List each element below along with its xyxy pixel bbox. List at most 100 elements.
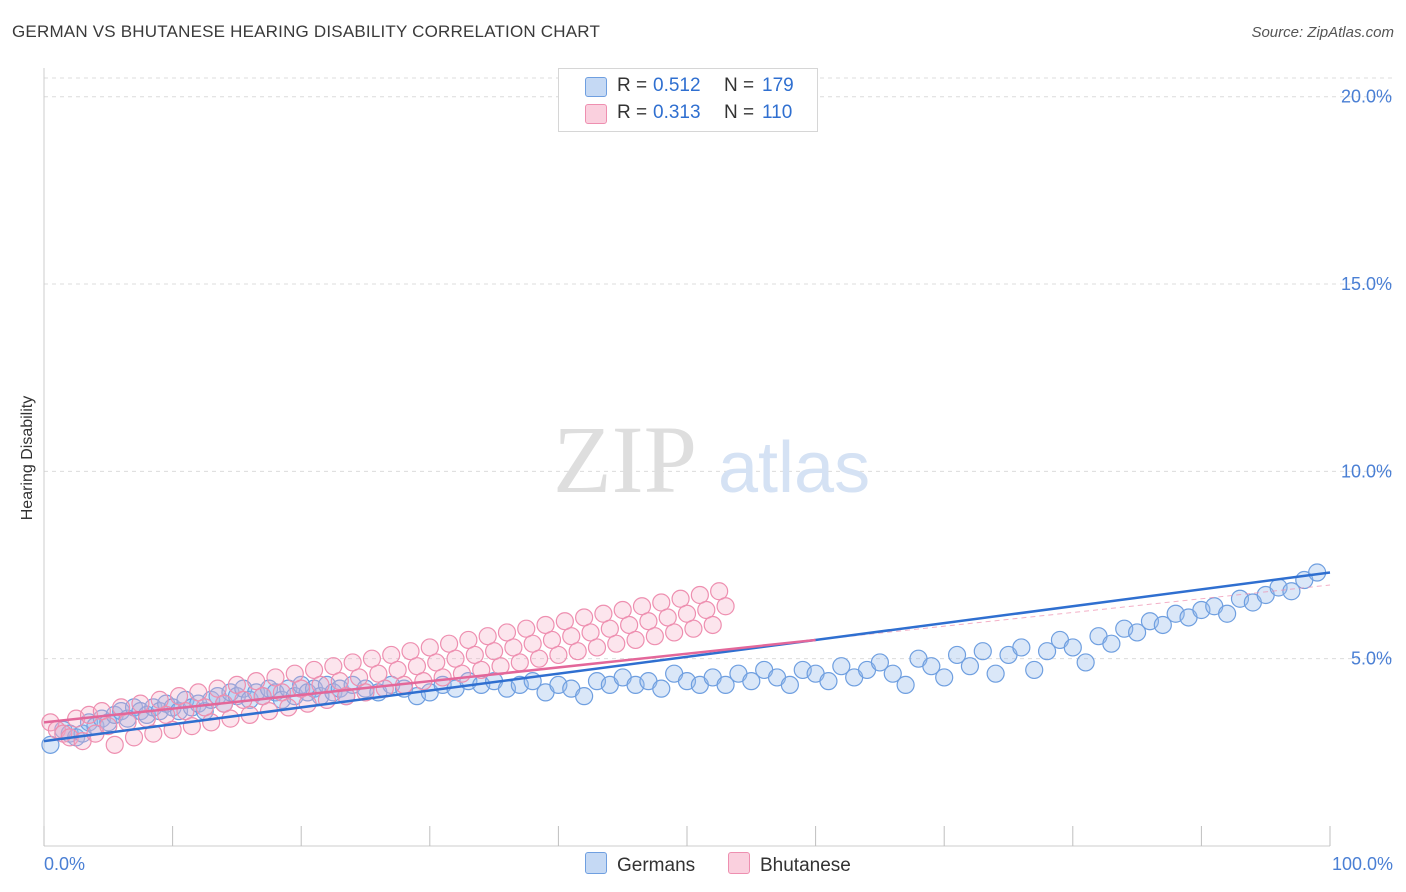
german-point-94: [960, 657, 980, 676]
bhutanese-point-16: [144, 724, 163, 743]
watermark-atlas: atlas: [718, 428, 870, 508]
german-point-107: [1127, 623, 1147, 642]
x-tick-label-min: 0.0%: [44, 854, 85, 874]
german-point-93: [947, 645, 967, 665]
bhutanese-point-89: [613, 600, 632, 620]
legend-bhutanese-n-label: N =: [724, 102, 755, 123]
bhutanese-point-73: [510, 653, 529, 672]
bottom-legend-bhutanese: Bhutanese: [728, 852, 851, 877]
watermark-zip: ZIP: [553, 406, 697, 513]
bhutanese-point-60: [427, 653, 446, 672]
bhutanese-point-97: [665, 623, 684, 642]
bhutanese-point-11: [112, 698, 131, 717]
y-tick-label-0: 5.0%: [1351, 649, 1392, 669]
bottom-legend-swatch-german: [585, 852, 607, 874]
bhutanese-point-44: [324, 657, 343, 676]
bhutanese-point-71: [497, 623, 517, 642]
legend-row-german: R = 0.512 N = 179: [559, 74, 817, 100]
bhutanese-point-80: [555, 612, 574, 631]
y-tick-label-2: 15.0%: [1341, 274, 1392, 294]
source-label: Source: ZipAtlas.com: [1251, 24, 1394, 41]
bottom-legend-swatch-bhutanese: [728, 852, 750, 874]
legend-german-n-value: 179: [762, 75, 794, 96]
bhutanese-point-66: [465, 645, 484, 665]
bhutanese-point-91: [626, 630, 645, 650]
german-point-109: [1153, 615, 1172, 635]
bhutanese-point-51: [369, 664, 388, 683]
german-point-103: [1076, 653, 1095, 672]
german-point-100: [1037, 642, 1057, 661]
bhutanese-point-20: [169, 687, 189, 706]
legend-german-r-label: R =: [617, 75, 648, 96]
bhutanese-point-17: [150, 690, 169, 709]
bhutanese-point-65: [459, 630, 478, 650]
bhutanese-point-93: [639, 612, 658, 631]
bottom-legend-label-german: Germans: [617, 855, 696, 876]
bhutanese-point-83: [575, 608, 594, 627]
bhutanese-point-104: [710, 582, 729, 601]
bhutanese-point-13: [124, 728, 144, 747]
german-point-87: [870, 653, 890, 672]
bhutanese-point-79: [549, 645, 568, 665]
bottom-legend-label-bhutanese: Bhutanese: [760, 855, 851, 876]
bhutanese-point-87: [600, 619, 619, 638]
bhutanese-point-99: [677, 604, 697, 623]
legend-bhutanese-r-value: 0.313: [653, 102, 701, 123]
bhutanese-point-56: [401, 642, 420, 661]
german-point-70: [652, 679, 671, 698]
german-point-80: [780, 675, 799, 695]
bhutanese-point-85: [587, 638, 607, 657]
legend-german-n-label: N =: [724, 75, 755, 96]
bhutanese-point-62: [439, 634, 459, 653]
bhutanese-point-59: [420, 638, 439, 657]
german-point-119: [1282, 582, 1301, 601]
bottom-legend-german: Germans: [585, 852, 695, 877]
legend-swatch-german: [585, 77, 607, 97]
bhutanese-point-39: [292, 679, 311, 698]
bhutanese-point-72: [504, 638, 523, 657]
bhutanese-point-81: [562, 627, 581, 646]
bhutanese-point-77: [536, 615, 555, 635]
bhutanese-point-54: [388, 660, 407, 680]
bhutanese-point-35: [266, 668, 285, 687]
bhutanese-point-74: [517, 619, 536, 638]
german-point-99: [1025, 660, 1044, 680]
bhutanese-point-78: [542, 630, 562, 650]
legend-bhutanese-n-value: 110: [762, 102, 793, 123]
german-trend-line: [43, 571, 1331, 743]
legend-bhutanese-r-label: R =: [617, 102, 648, 123]
bhutanese-point-82: [568, 642, 587, 661]
tick-labels: 5.0% 10.0% 15.0% 20.0% 0.0% 100.0%: [44, 87, 1393, 874]
bhutanese-point-90: [620, 615, 639, 635]
german-point-84: [832, 657, 851, 676]
bhutanese-point-68: [478, 627, 497, 646]
x-tick-label-max: 100.0%: [1332, 854, 1393, 874]
german-point-64: [575, 687, 594, 706]
german-point-102: [1063, 638, 1082, 657]
bhutanese-point-61: [433, 668, 452, 687]
bhutanese-point-26: [208, 679, 227, 698]
german-point-114: [1218, 604, 1237, 623]
bhutanese-point-23: [189, 683, 208, 702]
bhutanese-point-103: [703, 615, 722, 635]
bhutanese-point-63: [446, 649, 465, 668]
german-point-77: [742, 672, 761, 691]
german-point-75: [716, 675, 735, 695]
german-point-91: [922, 657, 941, 676]
bhutanese-point-38: [285, 664, 304, 683]
trend-lines: [43, 571, 1331, 743]
bhutanese-point-29: [227, 675, 246, 695]
bhutanese-point-76: [530, 649, 549, 668]
bhutanese-point-50: [362, 649, 382, 668]
bhutanese-point-41: [304, 660, 324, 680]
bhutanese-point-101: [690, 585, 709, 605]
bhutanese-trend-line: [43, 638, 816, 724]
bhutanese-point-57: [407, 657, 427, 676]
bhutanese-point-9: [99, 717, 118, 736]
legend-swatch-bhutanese: [585, 104, 607, 124]
german-point-88: [883, 664, 902, 683]
bhutanese-point-24: [195, 698, 214, 717]
bhutanese-point-84: [581, 623, 600, 642]
y-tick-label-3: 20.0%: [1341, 87, 1392, 107]
